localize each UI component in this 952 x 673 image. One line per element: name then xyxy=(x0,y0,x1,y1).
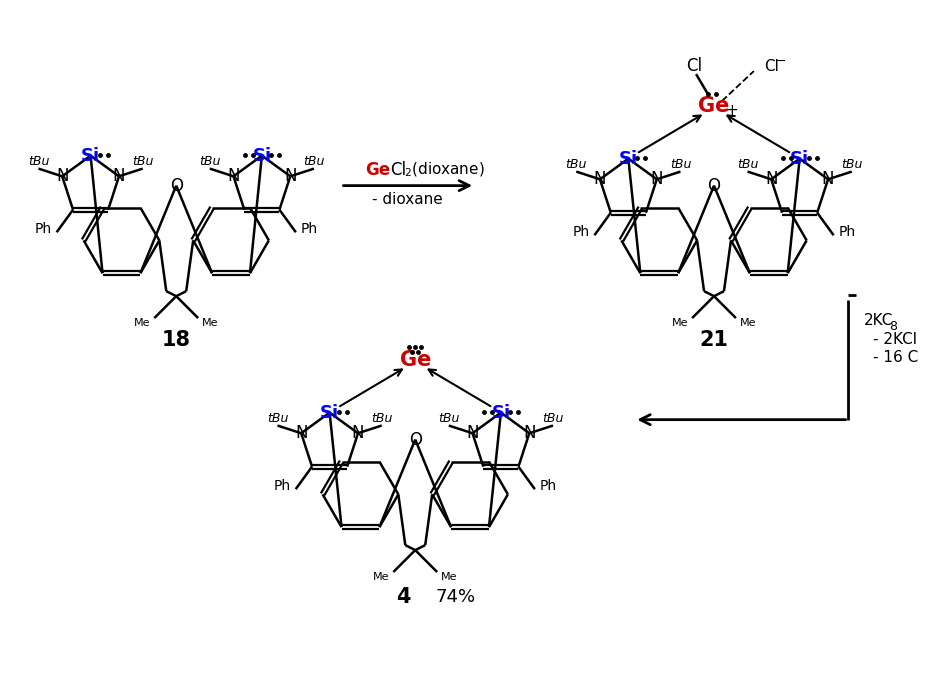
Text: tBu: tBu xyxy=(670,158,691,171)
Text: tBu: tBu xyxy=(841,158,863,171)
Text: 21: 21 xyxy=(700,330,728,350)
Text: Me: Me xyxy=(671,318,688,328)
Text: Cl: Cl xyxy=(686,57,703,75)
Text: - dioxane: - dioxane xyxy=(372,192,444,207)
Text: Cl: Cl xyxy=(764,59,779,73)
Text: tBu: tBu xyxy=(199,155,221,168)
Text: Si: Si xyxy=(619,149,638,168)
Text: N: N xyxy=(523,424,536,442)
Text: Ph: Ph xyxy=(301,222,318,236)
Text: N: N xyxy=(822,170,834,188)
Text: 2KC: 2KC xyxy=(863,312,893,328)
Text: Me: Me xyxy=(134,318,150,328)
Text: Ge: Ge xyxy=(699,96,729,116)
Text: N: N xyxy=(295,424,307,442)
Text: tBu: tBu xyxy=(132,155,153,168)
Text: 4: 4 xyxy=(396,587,410,607)
Text: Si: Si xyxy=(790,149,809,168)
Text: Me: Me xyxy=(373,572,389,582)
Text: Cl: Cl xyxy=(390,161,406,179)
Text: $_2$(dioxane): $_2$(dioxane) xyxy=(404,160,485,179)
Text: N: N xyxy=(765,170,778,188)
Text: N: N xyxy=(650,170,663,188)
Text: Me: Me xyxy=(202,318,219,328)
Text: N: N xyxy=(352,424,365,442)
Text: Ph: Ph xyxy=(540,479,557,493)
Text: Ph: Ph xyxy=(572,225,589,240)
Text: Me: Me xyxy=(441,572,458,582)
Text: 74%: 74% xyxy=(435,588,475,606)
Text: tBu: tBu xyxy=(438,412,460,425)
Text: Ph: Ph xyxy=(34,222,51,236)
Text: +: + xyxy=(725,104,739,118)
Text: O: O xyxy=(169,176,183,194)
Text: tBu: tBu xyxy=(28,155,50,168)
Text: Si: Si xyxy=(320,404,339,421)
Text: 8: 8 xyxy=(889,320,898,333)
Text: Ge: Ge xyxy=(365,161,390,179)
Text: tBu: tBu xyxy=(371,412,392,425)
Text: tBu: tBu xyxy=(267,412,288,425)
Text: −: − xyxy=(776,55,786,68)
Text: Si: Si xyxy=(491,404,510,421)
Text: - 16 C: - 16 C xyxy=(873,351,919,365)
Text: N: N xyxy=(594,170,606,188)
Text: N: N xyxy=(56,168,69,185)
Text: Ph: Ph xyxy=(839,225,856,240)
Text: O: O xyxy=(408,431,422,449)
Text: 18: 18 xyxy=(162,330,190,350)
Text: N: N xyxy=(228,168,240,185)
Text: Me: Me xyxy=(740,318,757,328)
Text: Si: Si xyxy=(81,147,100,165)
Text: tBu: tBu xyxy=(737,158,758,171)
Text: Ph: Ph xyxy=(273,479,290,493)
Text: O: O xyxy=(707,176,721,194)
Text: N: N xyxy=(284,168,297,185)
Text: N: N xyxy=(112,168,126,185)
Text: tBu: tBu xyxy=(543,412,564,425)
Text: N: N xyxy=(466,424,479,442)
Text: - 2KCl: - 2KCl xyxy=(873,332,918,347)
Text: tBu: tBu xyxy=(565,158,587,171)
Text: tBu: tBu xyxy=(304,155,325,168)
Text: Ge: Ge xyxy=(400,350,431,370)
Text: Si: Si xyxy=(252,147,271,165)
